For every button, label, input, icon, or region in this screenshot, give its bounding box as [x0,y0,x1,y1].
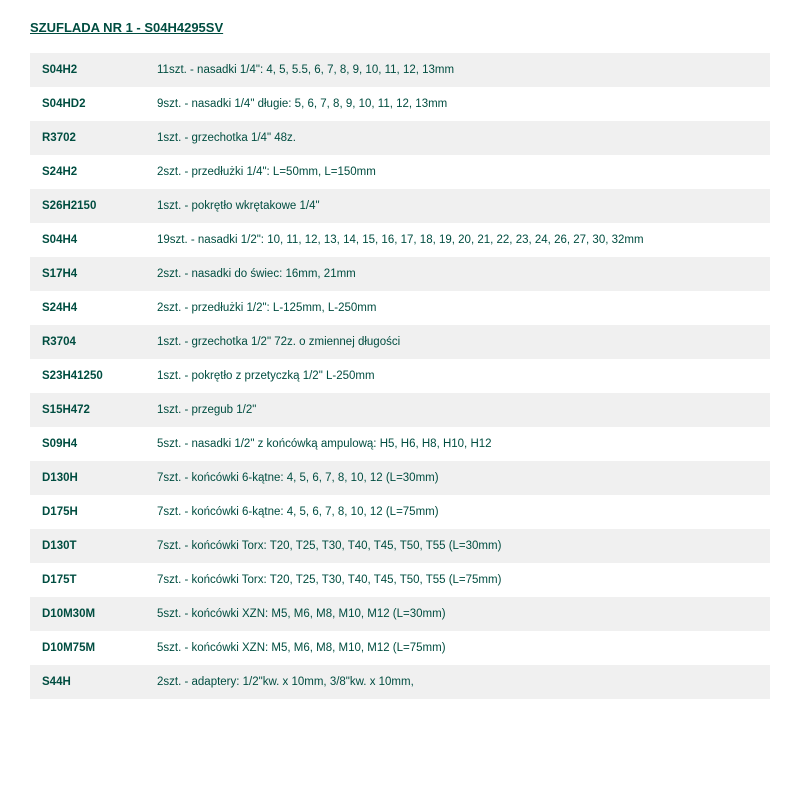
table-row: D10M75M5szt. - końcówki XZN: M5, M6, M8,… [30,631,770,665]
product-code: S23H41250 [42,370,157,382]
table-row: D130H7szt. - końcówki 6-kątne: 4, 5, 6, … [30,461,770,495]
product-code: S04H4 [42,234,157,246]
product-description: 7szt. - końcówki Torx: T20, T25, T30, T4… [157,540,758,552]
product-code: R3702 [42,132,157,144]
product-code: S24H2 [42,166,157,178]
product-code: R3704 [42,336,157,348]
product-code: D10M75M [42,642,157,654]
table-row: D10M30M5szt. - końcówki XZN: M5, M6, M8,… [30,597,770,631]
product-description: 19szt. - nasadki 1/2": 10, 11, 12, 13, 1… [157,234,758,246]
product-description: 1szt. - grzechotka 1/4" 48z. [157,132,758,144]
table-row: S04HD29szt. - nasadki 1/4" długie: 5, 6,… [30,87,770,121]
product-description: 5szt. - końcówki XZN: M5, M6, M8, M10, M… [157,608,758,620]
product-code: S44H [42,676,157,688]
table-row: S09H45szt. - nasadki 1/2" z końcówką amp… [30,427,770,461]
product-code: D10M30M [42,608,157,620]
table-row: R37041szt. - grzechotka 1/2" 72z. o zmie… [30,325,770,359]
table-row: R37021szt. - grzechotka 1/4" 48z. [30,121,770,155]
product-description: 1szt. - przegub 1/2" [157,404,758,416]
table-row: S24H22szt. - przedłużki 1/4": L=50mm, L=… [30,155,770,189]
product-code: D130H [42,472,157,484]
product-description: 11szt. - nasadki 1/4": 4, 5, 5.5, 6, 7, … [157,64,758,76]
product-description: 7szt. - końcówki Torx: T20, T25, T30, T4… [157,574,758,586]
product-code: D130T [42,540,157,552]
product-description: 7szt. - końcówki 6-kątne: 4, 5, 6, 7, 8,… [157,472,758,484]
product-code: S26H2150 [42,200,157,212]
product-description: 2szt. - adaptery: 1/2"kw. x 10mm, 3/8"kw… [157,676,758,688]
product-description: 1szt. - pokrętło wkrętakowe 1/4" [157,200,758,212]
table-row: D175T7szt. - końcówki Torx: T20, T25, T3… [30,563,770,597]
page-title: SZUFLADA NR 1 - S04H4295SV [30,20,770,35]
table-row: S26H21501szt. - pokrętło wkrętakowe 1/4" [30,189,770,223]
table-row: S04H419szt. - nasadki 1/2": 10, 11, 12, … [30,223,770,257]
product-code: S04H2 [42,64,157,76]
table-row: D175H7szt. - końcówki 6-kątne: 4, 5, 6, … [30,495,770,529]
product-code: S09H4 [42,438,157,450]
table-row: S24H42szt. - przedłużki 1/2": L-125mm, L… [30,291,770,325]
product-description: 7szt. - końcówki 6-kątne: 4, 5, 6, 7, 8,… [157,506,758,518]
table-row: S44H2szt. - adaptery: 1/2"kw. x 10mm, 3/… [30,665,770,699]
product-code: S17H4 [42,268,157,280]
product-description: 2szt. - przedłużki 1/2": L-125mm, L-250m… [157,302,758,314]
product-code: D175H [42,506,157,518]
table-row: S15H4721szt. - przegub 1/2" [30,393,770,427]
product-code: S15H472 [42,404,157,416]
product-description: 5szt. - końcówki XZN: M5, M6, M8, M10, M… [157,642,758,654]
product-description: 1szt. - grzechotka 1/2" 72z. o zmiennej … [157,336,758,348]
product-code: D175T [42,574,157,586]
product-description: 2szt. - nasadki do świec: 16mm, 21mm [157,268,758,280]
table-row: S23H412501szt. - pokrętło z przetyczką 1… [30,359,770,393]
table-row: D130T7szt. - końcówki Torx: T20, T25, T3… [30,529,770,563]
table-row: S17H42szt. - nasadki do świec: 16mm, 21m… [30,257,770,291]
table-row: S04H211szt. - nasadki 1/4": 4, 5, 5.5, 6… [30,53,770,87]
product-table: S04H211szt. - nasadki 1/4": 4, 5, 5.5, 6… [30,53,770,699]
product-code: S24H4 [42,302,157,314]
product-description: 9szt. - nasadki 1/4" długie: 5, 6, 7, 8,… [157,98,758,110]
product-description: 2szt. - przedłużki 1/4": L=50mm, L=150mm [157,166,758,178]
product-description: 1szt. - pokrętło z przetyczką 1/2" L-250… [157,370,758,382]
product-code: S04HD2 [42,98,157,110]
product-description: 5szt. - nasadki 1/2" z końcówką ampulową… [157,438,758,450]
